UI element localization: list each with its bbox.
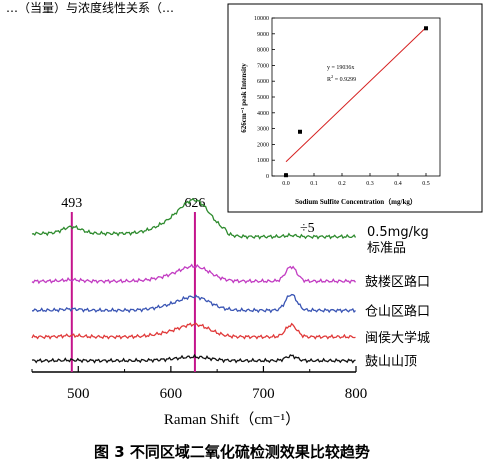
inset-y-tick-label-3000: 3000: [257, 127, 269, 133]
figure-caption: 图 3 不同区域二氧化硫检测效果比较趋势: [94, 443, 370, 461]
x-tick-label-800: 800: [345, 386, 368, 402]
fit-equation: y = 19036x: [327, 65, 354, 71]
peak-marker-lines: 493 626: [61, 196, 205, 372]
inset-point-0: [284, 173, 288, 178]
spectrum-4: [31, 353, 356, 364]
spectrum-1: [31, 263, 357, 285]
inset-marks: [284, 26, 428, 178]
inset-y-tick-label-9000: 9000: [257, 32, 269, 38]
inset-axis-ticks: 0 1000 2000 3000 4000 5000 6000 7000 8000 9000 100…: [254, 16, 430, 187]
inset-y-tick-label-0: 0: [266, 174, 269, 180]
spectrum-3: [31, 322, 356, 340]
inset-y-tick-label-6000: 6000: [257, 79, 269, 85]
x-tick-label-700: 700: [252, 386, 275, 402]
inset-x-tick-label-0.4: 0.4: [394, 181, 402, 187]
peak-label-626: 626: [184, 196, 205, 211]
series-label-0-1: 标准品: [367, 241, 406, 256]
inset-y-tick-label-1000: 1000: [257, 158, 269, 164]
inset-y-axis-label: 626cm⁻¹ peak Intensity: [240, 63, 248, 133]
x-tick-label-500: 500: [67, 386, 90, 402]
inset-point-1: [298, 129, 302, 134]
spectrum-0: [31, 197, 357, 240]
inset-x-tick-label-0.1: 0.1: [310, 181, 318, 187]
inset-y-tick-label-7000: 7000: [257, 63, 269, 69]
inset-y-tick-label-2000: 2000: [257, 142, 269, 148]
inset-y-tick-label-4000: 4000: [257, 111, 269, 117]
series-label-1-0: 鼓楼区路口: [365, 274, 430, 290]
inset-y-tick-label-8000: 8000: [257, 48, 269, 54]
x-axis-label: Raman Shift（cm⁻¹）: [164, 411, 300, 428]
x-tick-label-600: 600: [160, 386, 183, 402]
inset-x-tick-label-0.3: 0.3: [366, 181, 374, 187]
inset-x-tick-label-0.5: 0.5: [422, 181, 430, 187]
x-axis-ticks: 500 600 700 800: [31, 366, 368, 402]
series-label-0-0: 0.5mg/kg: [367, 225, 429, 240]
peak-label-493: 493: [61, 196, 82, 211]
fit-r2-value: = 0.9299: [333, 77, 356, 83]
fit-r2-label: R: [327, 77, 331, 83]
inset-x-axis-label: Sodium Sulfite Concentration（mg/kg）: [295, 198, 417, 206]
top-cropped-text: …（当量）与浓度线性关系（…: [6, 0, 174, 15]
series-label-2-0: 仓山区路口: [365, 303, 430, 319]
spectrum-2: [32, 293, 356, 314]
inset-calibration-plot: 0 1000 2000 3000 4000 5000 6000 7000 8000 9000 100…: [227, 3, 483, 213]
main-plot: 500 600 700 800 493 626 0.5mg/kg标准品鼓楼区路口仓山区路…: [31, 196, 430, 428]
fit-r2: R2 = 0.9299: [327, 74, 356, 83]
inset-point-2: [424, 26, 428, 31]
inset-x-tick-label-0.2: 0.2: [338, 181, 346, 187]
fit-line: [285, 27, 427, 163]
series-label-3-0: 闽侯大学城: [365, 330, 430, 346]
fit-r2-sup: 2: [331, 74, 333, 79]
spectra-series: [31, 197, 357, 364]
series-label-4-0: 鼓山山顶: [365, 355, 417, 370]
inset-y-tick-label-5000: 5000: [257, 95, 269, 101]
inset-x-tick-label-0.0: 0.0: [282, 181, 290, 187]
inset-y-tick-label-10000: 10000: [254, 16, 269, 22]
scale-annotation: ÷5: [300, 221, 315, 236]
